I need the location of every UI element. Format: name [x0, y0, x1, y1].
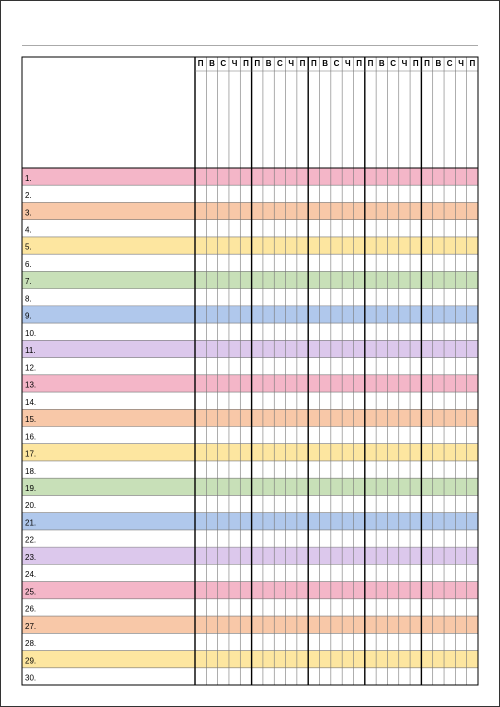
row-label: 28. — [25, 639, 36, 648]
row-label: 19. — [25, 484, 36, 493]
row-label: 3. — [25, 208, 32, 217]
row-label: 30. — [25, 674, 36, 683]
row-fill — [22, 305, 478, 324]
row-fill — [22, 478, 478, 496]
row-label: 8. — [25, 294, 32, 303]
row-fill — [22, 512, 478, 530]
row-label: 11. — [25, 346, 36, 355]
day-label: В — [435, 59, 441, 68]
row-label: 23. — [25, 553, 36, 562]
row-label: 22. — [25, 536, 36, 545]
day-label: Ч — [458, 59, 464, 68]
day-label: П — [424, 59, 430, 68]
day-label: П — [413, 59, 419, 68]
day-label: П — [243, 59, 249, 68]
row-label: 25. — [25, 587, 36, 596]
row-fill — [22, 374, 478, 393]
day-label: П — [311, 59, 317, 68]
row-fill — [22, 236, 478, 255]
row-label: 4. — [25, 225, 32, 234]
row-fill — [22, 650, 478, 668]
day-label: П — [368, 59, 374, 68]
row-label: 15. — [25, 415, 36, 424]
row-label: 27. — [25, 622, 36, 631]
row-fill — [22, 340, 478, 358]
day-label: Ч — [402, 59, 408, 68]
row-label: 13. — [25, 381, 36, 390]
day-label: П — [356, 59, 362, 68]
day-label: С — [220, 59, 226, 68]
row-label: 18. — [25, 467, 36, 476]
day-label: П — [300, 59, 306, 68]
day-label: Ч — [345, 59, 351, 68]
row-fill — [22, 581, 478, 599]
day-label: С — [334, 59, 340, 68]
row-fill — [22, 547, 478, 565]
row-fill — [22, 409, 478, 427]
row-label: 2. — [25, 191, 32, 200]
row-fill — [22, 168, 478, 186]
row-label: 6. — [25, 260, 32, 269]
day-label: С — [390, 59, 396, 68]
day-label: В — [379, 59, 385, 68]
row-fill — [22, 271, 478, 289]
row-label: 10. — [25, 329, 36, 338]
day-label: С — [447, 59, 453, 68]
row-label: 24. — [25, 570, 36, 579]
row-label: 20. — [25, 501, 36, 510]
day-label: П — [198, 59, 204, 68]
row-label: 14. — [25, 398, 36, 407]
row-label: 5. — [25, 243, 32, 252]
row-fill — [22, 443, 478, 461]
row-fill — [22, 202, 478, 220]
row-label: 9. — [25, 312, 32, 321]
day-label: Ч — [232, 59, 238, 68]
row-label: 26. — [25, 605, 36, 614]
row-label: 17. — [25, 450, 36, 459]
day-label: Ч — [288, 59, 294, 68]
row-fill — [22, 616, 478, 634]
day-label: В — [322, 59, 328, 68]
row-label: 12. — [25, 363, 36, 372]
row-label: 1. — [25, 174, 32, 183]
table-border — [21, 56, 479, 686]
row-label: 7. — [25, 277, 32, 286]
day-label: П — [469, 59, 475, 68]
day-label: С — [277, 59, 283, 68]
row-label: 16. — [25, 432, 36, 441]
row-label: 21. — [25, 518, 36, 527]
day-label: В — [209, 59, 215, 68]
day-label: В — [266, 59, 272, 68]
row-label: 29. — [25, 656, 36, 665]
day-label: П — [254, 59, 260, 68]
